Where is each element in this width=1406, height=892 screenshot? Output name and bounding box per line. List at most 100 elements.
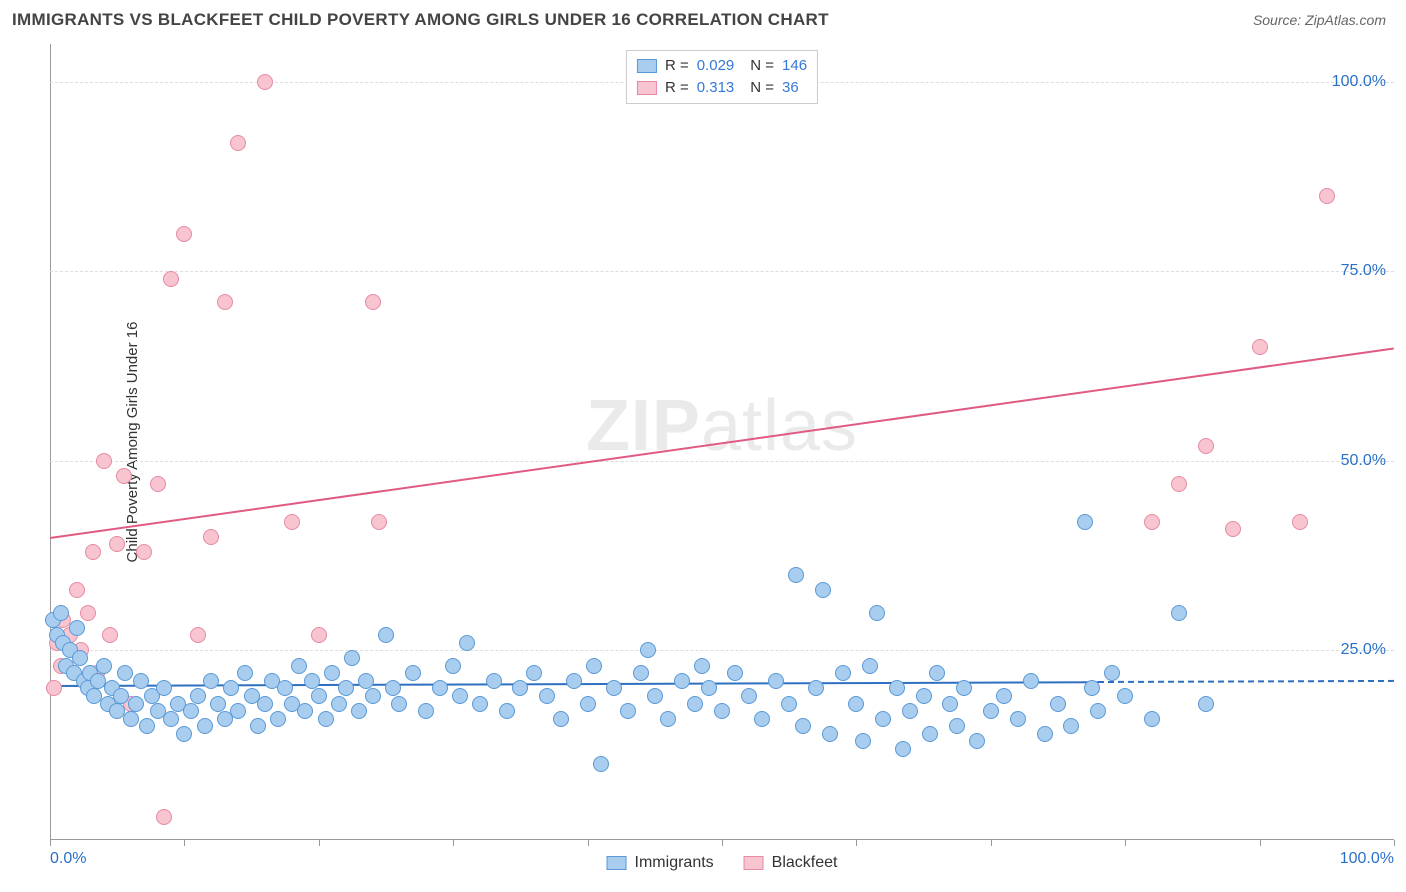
point-immigrants (96, 658, 112, 674)
point-immigrants (331, 696, 347, 712)
point-blackfeet (176, 226, 192, 242)
point-immigrants (869, 605, 885, 621)
point-immigrants (53, 605, 69, 621)
point-immigrants (526, 665, 542, 681)
point-blackfeet (150, 476, 166, 492)
x-tick (991, 840, 992, 846)
legend-item-blackfeet: Blackfeet (744, 854, 838, 872)
point-immigrants (128, 696, 144, 712)
point-immigrants (358, 673, 374, 689)
point-immigrants (139, 718, 155, 734)
point-immigrants (291, 658, 307, 674)
x-tick (722, 840, 723, 846)
point-immigrants (714, 703, 730, 719)
point-immigrants (1010, 711, 1026, 727)
point-immigrants (69, 620, 85, 636)
point-immigrants (210, 696, 226, 712)
swatch-blackfeet (637, 81, 657, 95)
point-immigrants (1144, 711, 1160, 727)
point-blackfeet (109, 536, 125, 552)
point-immigrants (862, 658, 878, 674)
point-immigrants (304, 673, 320, 689)
x-tick (1125, 840, 1126, 846)
point-immigrants (1077, 514, 1093, 530)
point-immigrants (942, 696, 958, 712)
point-blackfeet (190, 627, 206, 643)
point-immigrants (277, 680, 293, 696)
point-immigrants (190, 688, 206, 704)
point-immigrants (875, 711, 891, 727)
point-immigrants (318, 711, 334, 727)
point-blackfeet (257, 74, 273, 90)
point-immigrants (459, 635, 475, 651)
x-tick (588, 840, 589, 846)
point-blackfeet (217, 294, 233, 310)
legend-row-blackfeet: R = 0.313 N = 36 (637, 77, 807, 99)
point-immigrants (741, 688, 757, 704)
point-immigrants (512, 680, 528, 696)
point-immigrants (647, 688, 663, 704)
point-immigrants (391, 696, 407, 712)
point-blackfeet (46, 680, 62, 696)
point-immigrants (156, 680, 172, 696)
point-immigrants (223, 680, 239, 696)
point-immigrants (1090, 703, 1106, 719)
point-immigrants (949, 718, 965, 734)
x-tick (319, 840, 320, 846)
point-immigrants (1117, 688, 1133, 704)
point-immigrants (727, 665, 743, 681)
point-immigrants (633, 665, 649, 681)
point-immigrants (452, 688, 468, 704)
point-immigrants (123, 711, 139, 727)
point-immigrants (1104, 665, 1120, 681)
correlation-legend: R = 0.029 N = 146 R = 0.313 N = 36 (626, 50, 818, 104)
x-tick-label: 0.0% (50, 850, 86, 868)
point-immigrants (445, 658, 461, 674)
x-tick-label: 100.0% (1340, 850, 1394, 868)
trend-line (50, 347, 1394, 539)
point-immigrants (351, 703, 367, 719)
y-axis-line (50, 44, 51, 840)
point-immigrants (822, 726, 838, 742)
point-immigrants (378, 627, 394, 643)
point-immigrants (113, 688, 129, 704)
swatch-blackfeet-icon (744, 856, 764, 870)
x-tick (856, 840, 857, 846)
point-immigrants (472, 696, 488, 712)
point-immigrants (956, 680, 972, 696)
point-immigrants (405, 665, 421, 681)
point-immigrants (694, 658, 710, 674)
grid-line (50, 461, 1394, 462)
point-immigrants (499, 703, 515, 719)
x-tick (1260, 840, 1261, 846)
point-blackfeet (311, 627, 327, 643)
point-immigrants (815, 582, 831, 598)
point-blackfeet (1292, 514, 1308, 530)
y-tick-label: 25.0% (1341, 641, 1386, 659)
point-blackfeet (69, 582, 85, 598)
point-immigrants (1171, 605, 1187, 621)
point-immigrants (230, 703, 246, 719)
point-blackfeet (365, 294, 381, 310)
point-blackfeet (284, 514, 300, 530)
point-immigrants (311, 688, 327, 704)
point-immigrants (1023, 673, 1039, 689)
point-blackfeet (1171, 476, 1187, 492)
point-immigrants (922, 726, 938, 742)
y-tick-label: 50.0% (1341, 452, 1386, 470)
point-blackfeet (85, 544, 101, 560)
point-immigrants (855, 733, 871, 749)
point-blackfeet (163, 271, 179, 287)
point-immigrants (553, 711, 569, 727)
point-blackfeet (1198, 438, 1214, 454)
point-immigrants (586, 658, 602, 674)
point-immigrants (203, 673, 219, 689)
point-immigrants (1037, 726, 1053, 742)
x-tick (50, 840, 51, 846)
point-immigrants (889, 680, 905, 696)
point-blackfeet (1319, 188, 1335, 204)
point-immigrants (808, 680, 824, 696)
point-immigrants (270, 711, 286, 727)
point-immigrants (593, 756, 609, 772)
point-immigrants (996, 688, 1012, 704)
